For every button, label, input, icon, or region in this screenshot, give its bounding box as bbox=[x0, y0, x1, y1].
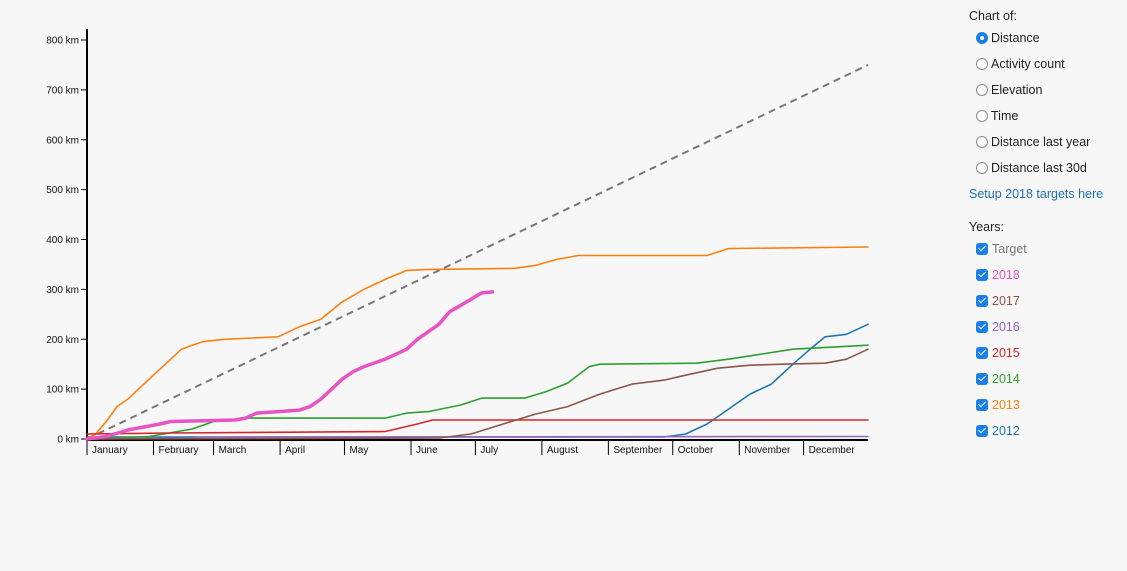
year-label: 2018 bbox=[992, 268, 1020, 282]
y-tick-label: 800 km bbox=[46, 36, 79, 47]
radio-label: Distance last year bbox=[991, 135, 1091, 149]
year-label: 2014 bbox=[992, 372, 1020, 386]
checkbox[interactable] bbox=[976, 425, 988, 437]
series-line-2014 bbox=[86, 344, 869, 440]
series-lines bbox=[85, 63, 869, 441]
year-2012[interactable]: 2012 bbox=[976, 418, 1124, 444]
radio-button[interactable] bbox=[976, 110, 988, 122]
x-tick-label: June bbox=[416, 445, 438, 456]
y-tick-label: 300 km bbox=[46, 285, 79, 296]
series-line-2017 bbox=[86, 348, 869, 440]
control-panel: Chart of: Distance Activity count Elevat… bbox=[969, 8, 1124, 444]
y-tick-label: 200 km bbox=[46, 335, 79, 346]
checkbox[interactable] bbox=[976, 399, 988, 411]
cumulative-distance-chart: 0 km 100 km 200 km 300 km 400 km 500 km 600 km… bbox=[46, 29, 869, 456]
y-tick-label: 400 km bbox=[46, 235, 79, 246]
year-2014[interactable]: 2014 bbox=[976, 366, 1124, 392]
year-2013[interactable]: 2013 bbox=[976, 392, 1124, 418]
x-tick-label: December bbox=[809, 445, 856, 456]
series-line-2015 bbox=[86, 419, 869, 435]
radio-label: Distance last 30d bbox=[991, 161, 1087, 175]
radio-button[interactable] bbox=[976, 162, 988, 174]
series-line-2018 bbox=[85, 290, 495, 441]
year-2017[interactable]: 2017 bbox=[976, 288, 1124, 314]
year-label: Target bbox=[992, 242, 1027, 256]
x-tick-label: September bbox=[613, 445, 663, 456]
checkbox[interactable] bbox=[976, 269, 988, 281]
setup-targets-link[interactable]: Setup 2018 targets here bbox=[969, 187, 1104, 201]
metric-radio-group: Distance Activity count Elevation Time D… bbox=[969, 25, 1124, 181]
radio-activity-count[interactable]: Activity count bbox=[976, 51, 1124, 77]
checkbox[interactable] bbox=[976, 321, 988, 333]
radio-label: Time bbox=[991, 109, 1019, 123]
x-tick-label: October bbox=[678, 445, 714, 456]
y-axis: 0 km 100 km 200 km 300 km 400 km 500 km 600 km… bbox=[46, 29, 88, 446]
radio-time[interactable]: Time bbox=[976, 103, 1124, 129]
year-2015[interactable]: 2015 bbox=[976, 340, 1124, 366]
series-line-2013 bbox=[86, 246, 869, 440]
y-tick-label: 100 km bbox=[46, 385, 79, 396]
x-tick-label: August bbox=[547, 445, 578, 456]
radio-button[interactable] bbox=[976, 32, 988, 44]
x-tick-label: April bbox=[285, 445, 305, 456]
checkbox[interactable] bbox=[976, 295, 988, 307]
radio-label: Elevation bbox=[991, 83, 1043, 97]
y-tick-label: 600 km bbox=[46, 135, 79, 146]
radio-distance-last-year[interactable]: Distance last year bbox=[976, 129, 1124, 155]
radio-elevation[interactable]: Elevation bbox=[976, 77, 1124, 103]
checkbox[interactable] bbox=[976, 373, 988, 385]
radio-distance-last-30d[interactable]: Distance last 30d bbox=[976, 155, 1124, 181]
radio-button[interactable] bbox=[976, 136, 988, 148]
year-2016[interactable]: 2016 bbox=[976, 314, 1124, 340]
series-line-target bbox=[86, 63, 869, 440]
radio-distance[interactable]: Distance bbox=[976, 25, 1124, 51]
year-label: 2017 bbox=[992, 294, 1020, 308]
year-target[interactable]: Target bbox=[976, 236, 1124, 262]
x-axis: January February March April May June July Augu… bbox=[86, 439, 868, 456]
year-label: 2015 bbox=[992, 346, 1020, 360]
y-tick-label: 500 km bbox=[46, 185, 79, 196]
x-tick-label: November bbox=[744, 445, 791, 456]
chart-canvas: 0 km 100 km 200 km 300 km 400 km 500 km 600 km… bbox=[46, 29, 869, 456]
year-label: 2012 bbox=[992, 424, 1020, 438]
x-tick-label: March bbox=[219, 445, 247, 456]
x-tick-label: February bbox=[159, 445, 199, 456]
x-tick-label: January bbox=[92, 445, 128, 456]
year-2018[interactable]: 2018 bbox=[976, 262, 1124, 288]
year-label: 2016 bbox=[992, 320, 1020, 334]
checkbox[interactable] bbox=[976, 347, 988, 359]
series-line-2012 bbox=[86, 323, 869, 438]
years-checkbox-group: Target 2018 2017 2016 2015 2014 2013 20 bbox=[969, 236, 1124, 444]
x-tick-label: May bbox=[349, 445, 368, 456]
y-tick-label: 0 km bbox=[57, 435, 79, 446]
radio-button[interactable] bbox=[976, 58, 988, 70]
year-label: 2013 bbox=[992, 398, 1020, 412]
y-tick-label: 700 km bbox=[46, 85, 79, 96]
chart-of-heading: Chart of: bbox=[969, 9, 1017, 23]
radio-label: Distance bbox=[991, 31, 1040, 45]
x-tick-label: July bbox=[480, 445, 498, 456]
years-heading: Years: bbox=[969, 220, 1004, 234]
checkbox[interactable] bbox=[976, 243, 988, 255]
radio-label: Activity count bbox=[991, 57, 1065, 71]
radio-button[interactable] bbox=[976, 84, 988, 96]
